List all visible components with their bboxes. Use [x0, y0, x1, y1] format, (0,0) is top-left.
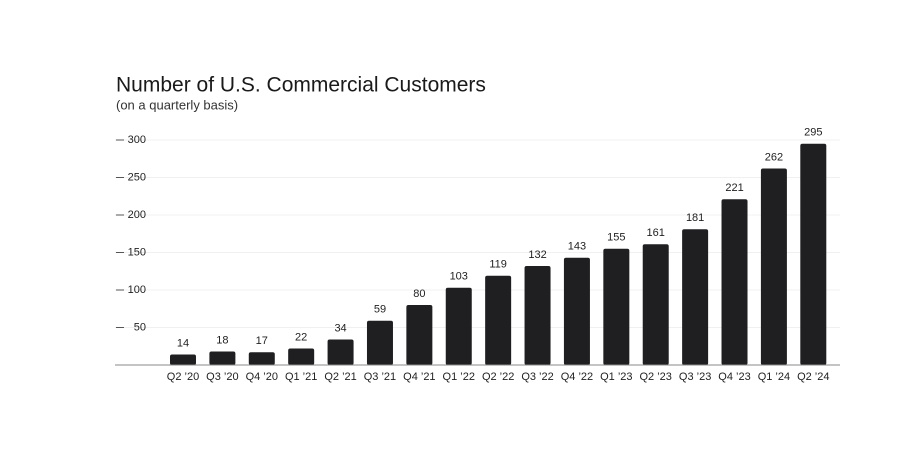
bar [366, 320, 393, 365]
chart-title: Number of U.S. Commercial Customers [116, 74, 486, 97]
value-label: 161 [647, 227, 665, 239]
value-label: 295 [804, 127, 822, 139]
bar [721, 199, 748, 365]
bar [800, 143, 827, 365]
bar [563, 257, 590, 365]
bar [288, 348, 315, 365]
y-tick-label: 300 [128, 134, 146, 146]
bar [485, 275, 512, 365]
x-tick-label: Q4 ’20 [246, 371, 278, 383]
value-label: 132 [528, 249, 546, 261]
chart-subtitle: (on a quarterly basis) [116, 97, 238, 112]
bar [642, 244, 669, 365]
x-tick-label: Q4 ’23 [718, 371, 750, 383]
value-label: 155 [607, 232, 625, 244]
value-label: 119 [489, 259, 507, 271]
bar [169, 354, 196, 365]
value-label: 34 [334, 322, 346, 334]
x-tick-label: Q3 ’22 [521, 371, 553, 383]
bar [248, 352, 275, 365]
x-tick-label: Q2 ’21 [324, 371, 356, 383]
y-tick-label: 100 [128, 284, 146, 296]
y-tick-label: 200 [128, 209, 146, 221]
bar [209, 351, 236, 365]
bar [760, 168, 787, 365]
x-tick-label: Q2 ’22 [482, 371, 514, 383]
bar [406, 305, 433, 365]
value-label: 14 [177, 337, 189, 349]
x-tick-label: Q2 ’24 [797, 371, 829, 383]
bar [445, 287, 472, 365]
x-tick-label: Q2 ’23 [640, 371, 672, 383]
x-tick-label: Q1 ’21 [285, 371, 317, 383]
x-tick-label: Q1 ’24 [758, 371, 790, 383]
value-label: 103 [450, 271, 468, 283]
bar [327, 339, 354, 365]
bar [603, 248, 630, 365]
x-tick-label: Q4 ’21 [403, 371, 435, 383]
x-tick-label: Q3 ’21 [364, 371, 396, 383]
value-label: 181 [686, 212, 704, 224]
x-tick-label: Q4 ’22 [561, 371, 593, 383]
y-tick-label: 250 [128, 171, 146, 183]
x-tick-label: Q3 ’20 [206, 371, 238, 383]
value-label: 17 [256, 335, 268, 347]
value-label: 143 [568, 241, 586, 253]
value-label: 262 [765, 151, 783, 163]
bar [524, 266, 551, 365]
value-label: 59 [374, 304, 386, 316]
value-label: 80 [413, 288, 425, 300]
bar [682, 229, 709, 365]
x-tick-label: Q1 ’23 [600, 371, 632, 383]
value-label: 18 [216, 334, 228, 346]
value-label: 22 [295, 331, 307, 343]
x-tick-label: Q3 ’23 [679, 371, 711, 383]
y-tick-label: 150 [128, 246, 146, 258]
y-tick-label: 50 [134, 321, 146, 333]
value-label: 221 [725, 182, 743, 194]
x-tick-label: Q2 ’20 [167, 371, 199, 383]
x-tick-label: Q1 ’22 [443, 371, 475, 383]
